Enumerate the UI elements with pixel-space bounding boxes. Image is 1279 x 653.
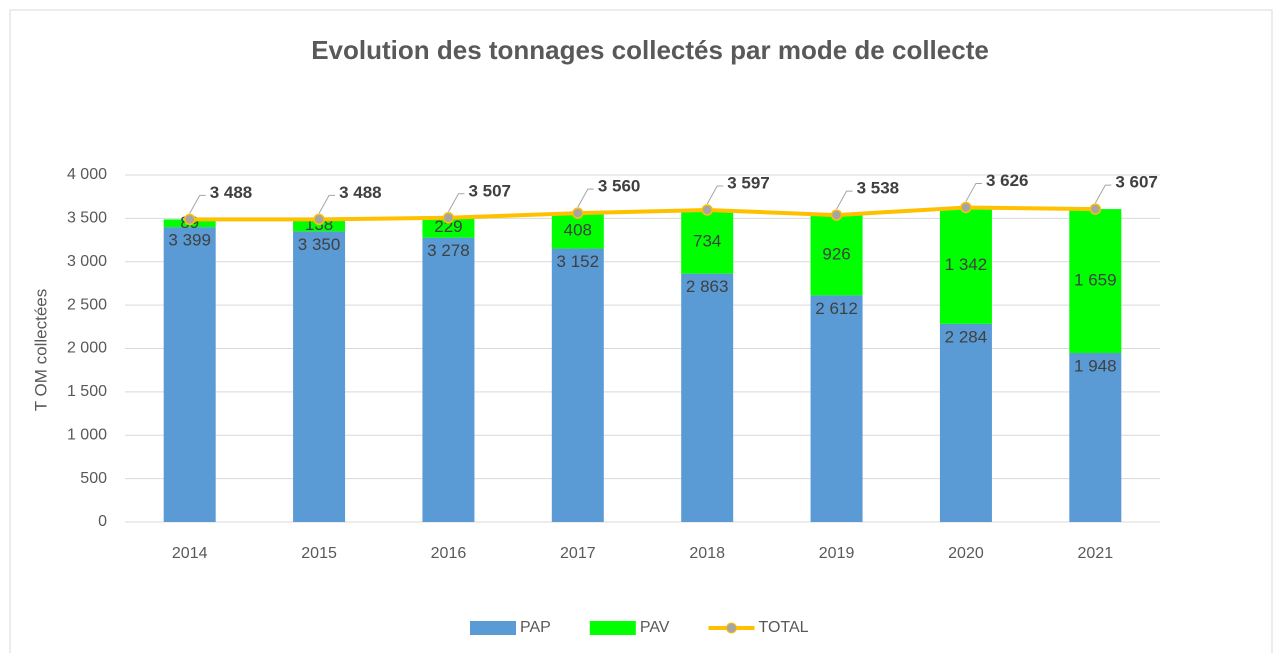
bar-segment <box>551 248 604 522</box>
total-label: 3 626 <box>986 171 1029 190</box>
y-tick-label: 500 <box>80 470 107 487</box>
total-label: 3 507 <box>468 181 511 200</box>
total-marker <box>830 209 843 221</box>
data-label: 3 278 <box>427 241 470 260</box>
label-leader <box>965 182 982 202</box>
data-label: 3 350 <box>298 235 341 254</box>
label-leader <box>189 194 206 214</box>
bar-segment <box>810 295 863 522</box>
data-label: 2 284 <box>945 327 988 346</box>
total-label: 3 597 <box>727 173 770 192</box>
data-label: 1 659 <box>1074 271 1117 290</box>
bar-segment <box>293 219 346 232</box>
legend-marker <box>725 622 737 634</box>
total-marker <box>183 213 196 226</box>
bar-segment <box>1069 353 1122 522</box>
legend-label: PAP <box>520 619 551 636</box>
total-marker <box>572 207 584 219</box>
data-label: 2 863 <box>686 277 729 296</box>
bar-segment <box>1069 209 1122 354</box>
label-leader <box>1094 184 1112 204</box>
chart-frame <box>9 9 1273 653</box>
y-tick-label: 2 500 <box>67 296 107 313</box>
x-tick-label: 2020 <box>948 545 984 562</box>
x-tick-label: 2015 <box>301 545 337 562</box>
total-line <box>189 205 1096 222</box>
bar-segment <box>293 231 346 522</box>
data-label: 3 152 <box>557 252 600 271</box>
bar-segment <box>810 215 863 296</box>
bar-segment <box>681 209 734 274</box>
label-leader <box>836 190 853 210</box>
total-marker <box>313 213 325 226</box>
y-tick-label: 1 500 <box>67 383 107 400</box>
bar-segment <box>422 237 475 523</box>
data-label: 3 399 <box>168 231 211 250</box>
data-label: 229 <box>434 217 462 236</box>
bar-segment <box>939 207 992 324</box>
total-label: 3 607 <box>1115 173 1158 192</box>
total-label: 3 488 <box>210 183 253 202</box>
legend-label: TOTAL <box>758 619 808 636</box>
total-marker <box>701 204 713 216</box>
y-tick-label: 0 <box>98 513 107 530</box>
total-marker <box>960 201 972 214</box>
label-leader <box>577 188 594 208</box>
bar-segment <box>939 323 992 522</box>
data-label: 1 342 <box>945 255 988 274</box>
x-tick-label: 2017 <box>560 545 596 562</box>
total-label: 3 538 <box>857 179 900 198</box>
legend-swatch <box>589 621 636 635</box>
data-label: 408 <box>564 220 592 239</box>
legend-label: PAV <box>640 619 670 636</box>
y-tick-label: 1 000 <box>67 426 107 443</box>
x-tick-label: 2014 <box>172 545 208 562</box>
total-label: 3 488 <box>339 183 382 202</box>
legend-swatch <box>470 621 516 635</box>
chart-title: Evolution des tonnages collectés par mod… <box>311 35 989 65</box>
total-marker <box>442 212 455 224</box>
y-tick-label: 2 000 <box>67 340 107 357</box>
bar-segment <box>163 227 216 522</box>
label-leader <box>448 193 465 213</box>
data-label: 2 612 <box>815 299 858 318</box>
data-label: 734 <box>693 231 721 250</box>
y-tick-label: 4 000 <box>67 166 107 183</box>
y-tick-label: 3 500 <box>67 210 107 227</box>
bar-segment <box>681 273 734 522</box>
x-tick-label: 2018 <box>689 545 725 562</box>
data-label: 926 <box>822 245 850 264</box>
bar-segment <box>551 213 604 249</box>
label-leader <box>318 194 336 214</box>
y-tick-label: 3 000 <box>67 253 107 270</box>
x-tick-label: 2021 <box>1078 545 1114 562</box>
y-axis-title: T OM collectées <box>31 289 50 412</box>
x-tick-label: 2019 <box>819 545 855 562</box>
bar-segment <box>422 217 475 238</box>
total-marker <box>1089 203 1102 215</box>
total-label: 3 560 <box>598 177 641 196</box>
data-label: 1 948 <box>1074 356 1117 375</box>
x-tick-label: 2016 <box>431 545 467 562</box>
label-leader <box>706 185 724 205</box>
